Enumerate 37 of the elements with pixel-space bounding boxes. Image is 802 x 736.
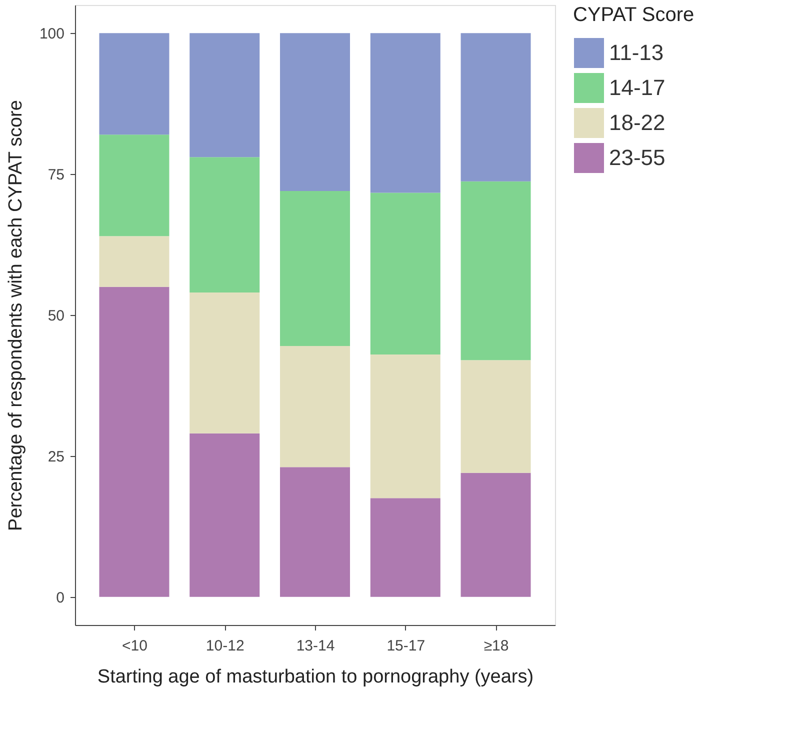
bar — [190, 33, 260, 158]
bar — [370, 33, 440, 193]
bar — [280, 33, 350, 191]
bar — [370, 354, 440, 498]
x-tick-label: <10 — [122, 638, 148, 654]
bar — [280, 467, 350, 597]
bar — [460, 33, 531, 182]
bar — [460, 472, 531, 597]
y-tick-label: 25 — [48, 448, 64, 466]
x-tick-label: ≥18 — [484, 638, 509, 654]
y-axis-title: Percentage of respondents with each CYPAT score — [5, 100, 26, 531]
legend-label: 23-55 — [609, 145, 666, 170]
bar — [190, 292, 260, 434]
y-tick-label: 100 — [39, 26, 64, 43]
bar — [99, 286, 170, 597]
legend-label: 11-13 — [609, 40, 664, 65]
x-tick-label: 13-14 — [296, 638, 335, 654]
bar — [370, 498, 440, 597]
bar — [280, 191, 350, 346]
x-tick-label: 15-17 — [386, 638, 426, 654]
bar — [99, 33, 170, 135]
x-tick-label: 10-12 — [206, 638, 244, 654]
y-tick-label: 0 — [56, 589, 64, 606]
bar — [99, 236, 170, 287]
y-tick-label: 75 — [48, 166, 64, 184]
bar — [370, 192, 440, 354]
bar — [460, 181, 531, 360]
bar — [190, 433, 260, 597]
legend-title: CYPAT Score — [573, 4, 694, 26]
bar — [460, 360, 531, 473]
bar — [280, 346, 350, 468]
legend-label: 14-17 — [609, 75, 666, 100]
bar — [190, 157, 260, 292]
bar — [99, 134, 170, 236]
x-axis-title: Starting age of masturbation to pornography (years) — [97, 666, 534, 688]
legend-label: 18-22 — [609, 110, 666, 135]
y-tick-label: 50 — [48, 308, 64, 324]
